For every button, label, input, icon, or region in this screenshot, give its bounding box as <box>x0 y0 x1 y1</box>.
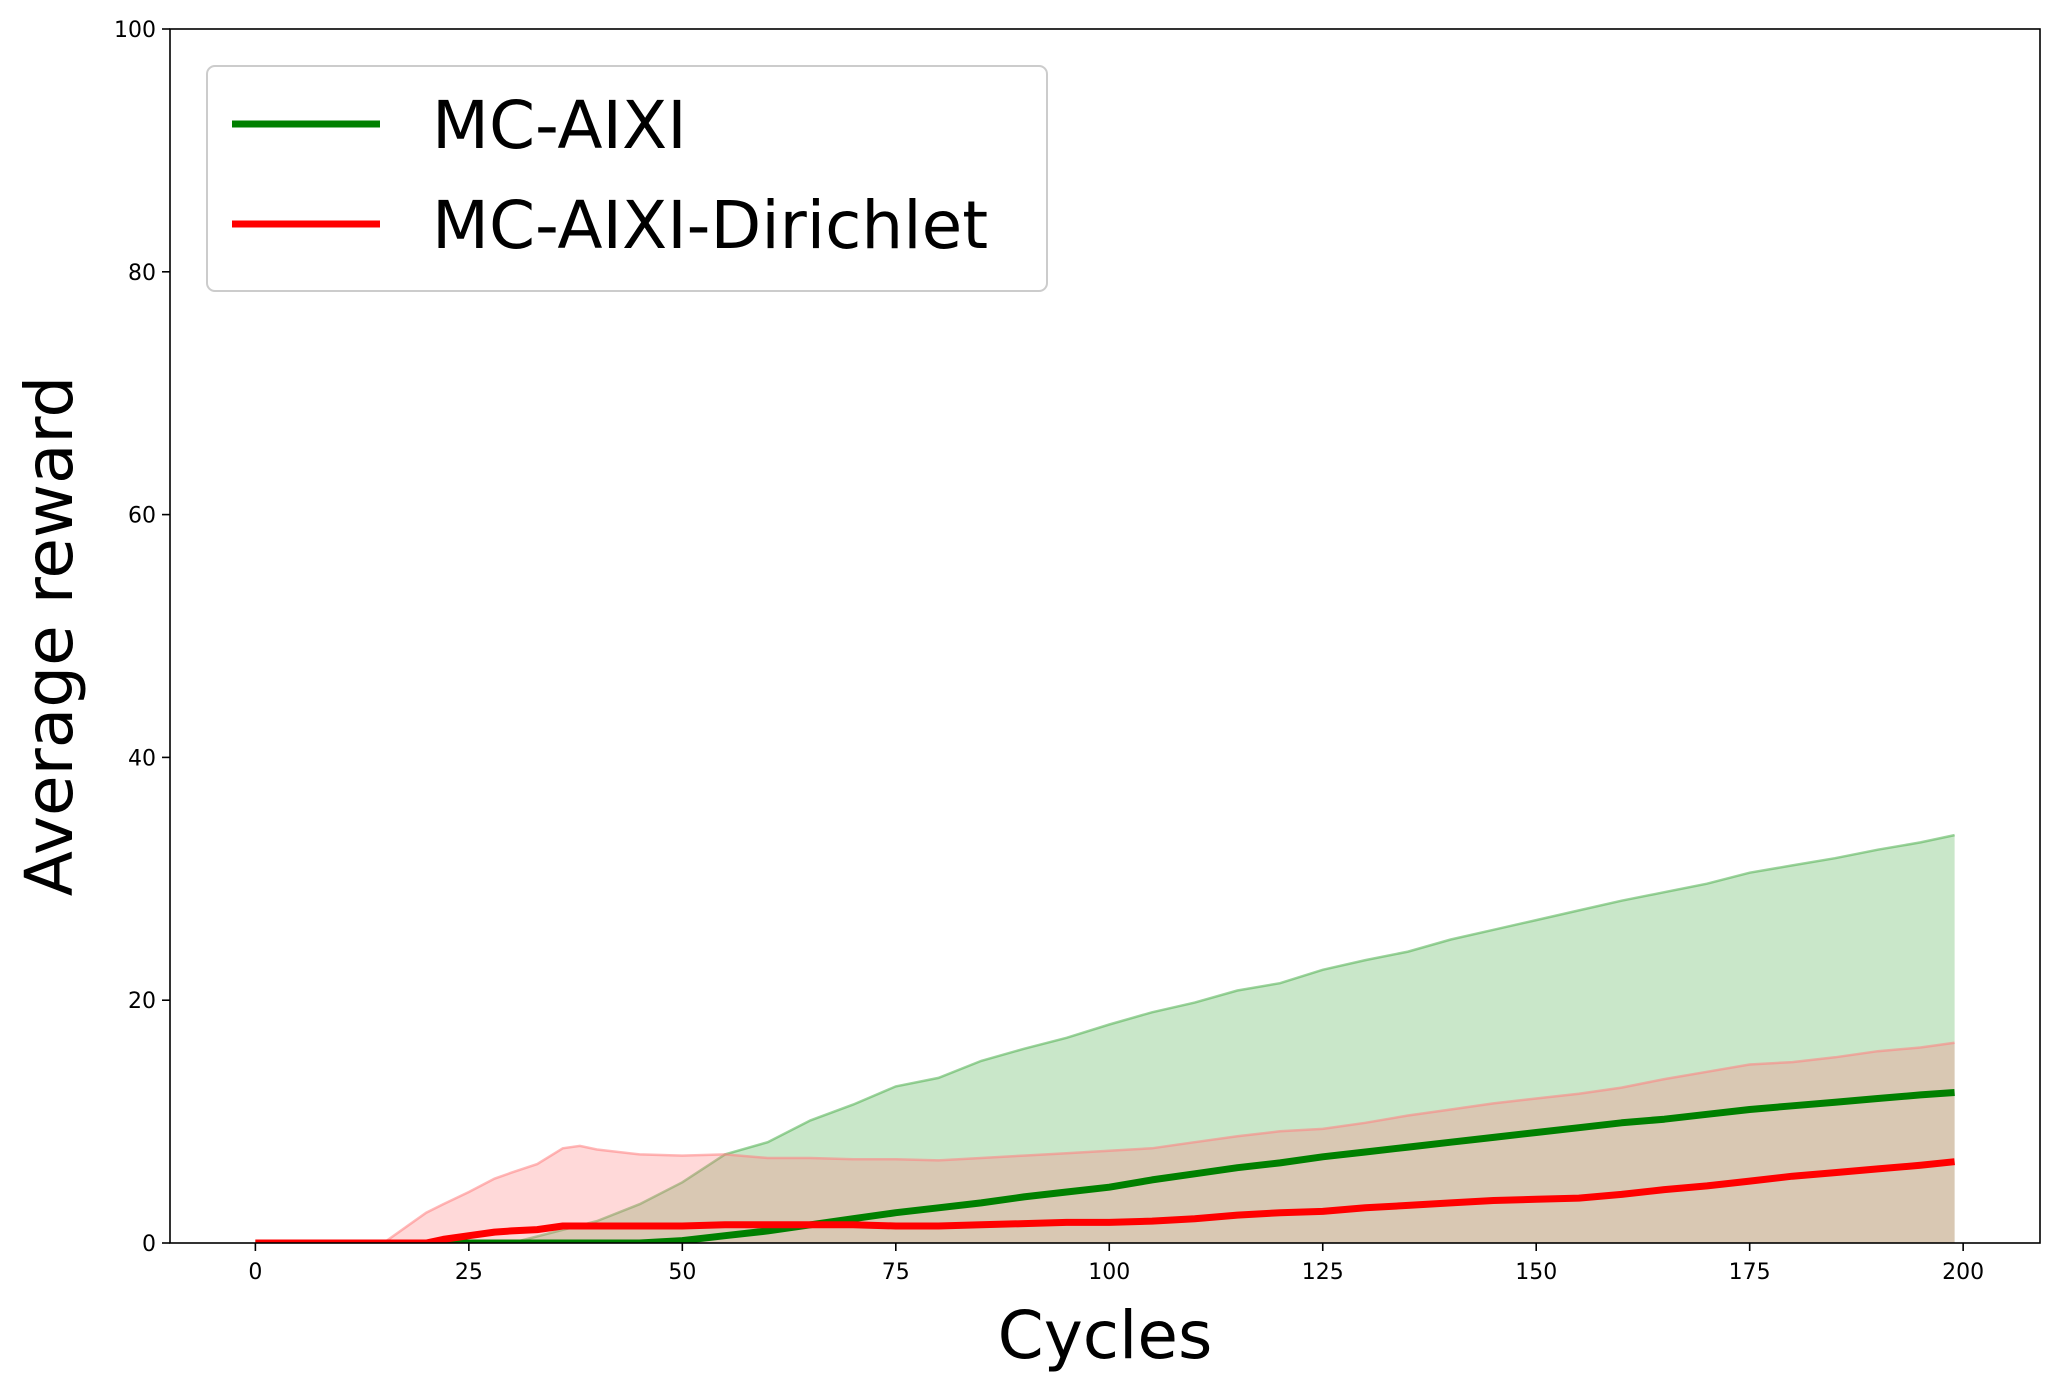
legend: MC-AIXI MC-AIXI-Dirichlet <box>206 65 1048 292</box>
line-mc-aixi <box>255 1089 1955 1243</box>
band-edge-mc-aixi-dirichlet <box>255 1041 1955 1243</box>
y-tick-label: 80 <box>128 261 156 286</box>
legend-label-mc-aixi-dirichlet: MC-AIXI-Dirichlet <box>432 187 988 264</box>
line-mc-aixi-dirichlet <box>255 1158 1955 1243</box>
x-tick-label: 100 <box>1088 1260 1130 1285</box>
x-tick-label: 150 <box>1515 1260 1557 1285</box>
band-mc-aixi-dirichlet <box>255 1042 1955 1243</box>
x-tick-label: 200 <box>1942 1260 1984 1285</box>
y-axis-title: Average reward <box>11 376 88 897</box>
y-tick-label: 20 <box>128 989 156 1014</box>
legend-label-mc-aixi: MC-AIXI <box>432 87 687 164</box>
x-tick-label: 175 <box>1729 1260 1771 1285</box>
legend-box <box>206 65 1048 292</box>
y-tick-label: 100 <box>114 18 156 43</box>
x-tick-label: 50 <box>668 1260 696 1285</box>
x-axis-title: Cycles <box>998 1297 1213 1374</box>
x-axis: 0 25 50 75 100 125 150 175 200 <box>248 1243 1984 1285</box>
confidence-bands <box>255 833 1955 1243</box>
x-tick-label: 0 <box>248 1260 262 1285</box>
plot-frame <box>169 28 2041 1244</box>
x-tick-label: 125 <box>1302 1260 1344 1285</box>
band-mc-aixi <box>255 835 1955 1243</box>
band-edge-mc-aixi <box>255 833 1955 1243</box>
x-tick-label: 25 <box>455 1260 483 1285</box>
y-tick-label: 60 <box>128 504 156 529</box>
y-axis: 0 20 40 60 80 100 <box>114 18 170 1257</box>
y-tick-label: 40 <box>128 746 156 771</box>
x-tick-label: 75 <box>882 1260 910 1285</box>
series-lines <box>255 1089 1955 1243</box>
y-tick-label: 0 <box>142 1232 156 1257</box>
